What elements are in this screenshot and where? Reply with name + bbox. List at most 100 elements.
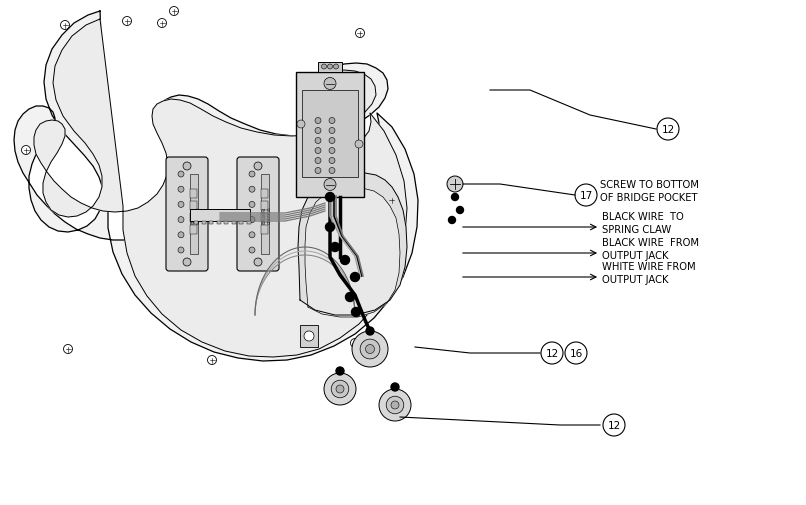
Circle shape xyxy=(334,65,339,70)
Text: 0187330: 0187330 xyxy=(268,206,272,223)
Circle shape xyxy=(324,179,336,191)
Bar xyxy=(261,214,268,223)
Bar xyxy=(190,214,197,223)
Circle shape xyxy=(315,128,321,134)
Circle shape xyxy=(329,138,335,144)
Text: OUTPUT JACK: OUTPUT JACK xyxy=(602,250,668,261)
Circle shape xyxy=(178,172,184,178)
Circle shape xyxy=(351,339,359,348)
Circle shape xyxy=(178,187,184,193)
Bar xyxy=(231,222,235,225)
Text: SPRING CLAW: SPRING CLAW xyxy=(602,225,671,234)
Text: OF BRIDGE POCKET: OF BRIDGE POCKET xyxy=(600,192,697,203)
Circle shape xyxy=(329,118,335,124)
Circle shape xyxy=(351,308,360,317)
Bar xyxy=(300,325,318,347)
Circle shape xyxy=(360,339,380,359)
Circle shape xyxy=(327,65,333,70)
Circle shape xyxy=(391,383,399,391)
Bar xyxy=(261,201,268,211)
Polygon shape xyxy=(305,188,400,317)
Circle shape xyxy=(451,194,459,201)
Bar xyxy=(217,222,221,225)
Circle shape xyxy=(315,148,321,154)
Text: SCREW TO BOTTOM: SCREW TO BOTTOM xyxy=(600,180,699,189)
Bar xyxy=(247,222,251,225)
Bar xyxy=(209,222,213,225)
Circle shape xyxy=(169,8,178,17)
Bar xyxy=(261,189,268,198)
Circle shape xyxy=(249,217,255,223)
Circle shape xyxy=(336,385,344,393)
Circle shape xyxy=(448,217,455,224)
Bar xyxy=(202,222,206,225)
Circle shape xyxy=(64,345,73,354)
Circle shape xyxy=(330,243,339,252)
Circle shape xyxy=(329,128,335,134)
Circle shape xyxy=(352,331,388,367)
Bar xyxy=(224,222,228,225)
Circle shape xyxy=(249,202,255,208)
Polygon shape xyxy=(14,12,418,361)
Circle shape xyxy=(365,345,375,354)
Circle shape xyxy=(178,217,184,223)
Bar xyxy=(190,189,197,198)
Circle shape xyxy=(329,168,335,174)
Bar xyxy=(261,226,268,234)
Bar xyxy=(190,210,250,222)
Circle shape xyxy=(329,148,335,154)
Circle shape xyxy=(322,65,326,70)
Bar xyxy=(190,201,197,211)
Polygon shape xyxy=(34,20,407,358)
Text: OUTPUT JACK: OUTPUT JACK xyxy=(602,274,668,284)
Circle shape xyxy=(183,259,191,267)
Circle shape xyxy=(340,256,350,265)
Circle shape xyxy=(178,232,184,238)
Circle shape xyxy=(315,118,321,124)
Text: 16: 16 xyxy=(569,348,583,358)
Circle shape xyxy=(207,356,217,365)
FancyBboxPatch shape xyxy=(237,158,279,272)
Circle shape xyxy=(331,380,349,398)
Circle shape xyxy=(157,20,167,28)
FancyBboxPatch shape xyxy=(166,158,208,272)
Bar xyxy=(190,175,198,255)
Circle shape xyxy=(391,401,399,409)
Circle shape xyxy=(249,187,255,193)
Bar xyxy=(296,72,364,197)
Circle shape xyxy=(456,207,463,214)
Text: 0187330: 0187330 xyxy=(197,206,201,223)
Circle shape xyxy=(351,273,359,282)
Circle shape xyxy=(355,29,364,38)
Circle shape xyxy=(326,223,334,232)
Circle shape xyxy=(379,389,411,421)
Text: 0054594: 0054594 xyxy=(192,206,196,223)
Bar xyxy=(318,63,342,72)
Circle shape xyxy=(346,293,355,302)
Circle shape xyxy=(315,138,321,144)
Text: 0054594: 0054594 xyxy=(263,206,267,223)
Text: BLACK WIRE  TO: BLACK WIRE TO xyxy=(602,212,683,222)
Circle shape xyxy=(178,202,184,208)
Circle shape xyxy=(123,18,131,26)
Text: 12: 12 xyxy=(608,420,621,430)
Circle shape xyxy=(60,21,69,30)
Bar xyxy=(190,226,197,234)
Circle shape xyxy=(324,78,336,90)
Text: 17: 17 xyxy=(580,190,592,200)
Text: BLACK WIRE  FROM: BLACK WIRE FROM xyxy=(602,237,699,247)
Circle shape xyxy=(386,396,404,414)
Circle shape xyxy=(254,259,262,267)
Text: WHITE WIRE FROM: WHITE WIRE FROM xyxy=(602,262,696,272)
Circle shape xyxy=(22,146,31,155)
Circle shape xyxy=(178,247,184,254)
Circle shape xyxy=(336,367,344,375)
Circle shape xyxy=(315,158,321,164)
Bar xyxy=(194,222,198,225)
Bar xyxy=(261,175,269,255)
Circle shape xyxy=(183,163,191,171)
Circle shape xyxy=(324,373,356,405)
Bar xyxy=(239,222,243,225)
Circle shape xyxy=(249,247,255,254)
Circle shape xyxy=(326,193,334,202)
